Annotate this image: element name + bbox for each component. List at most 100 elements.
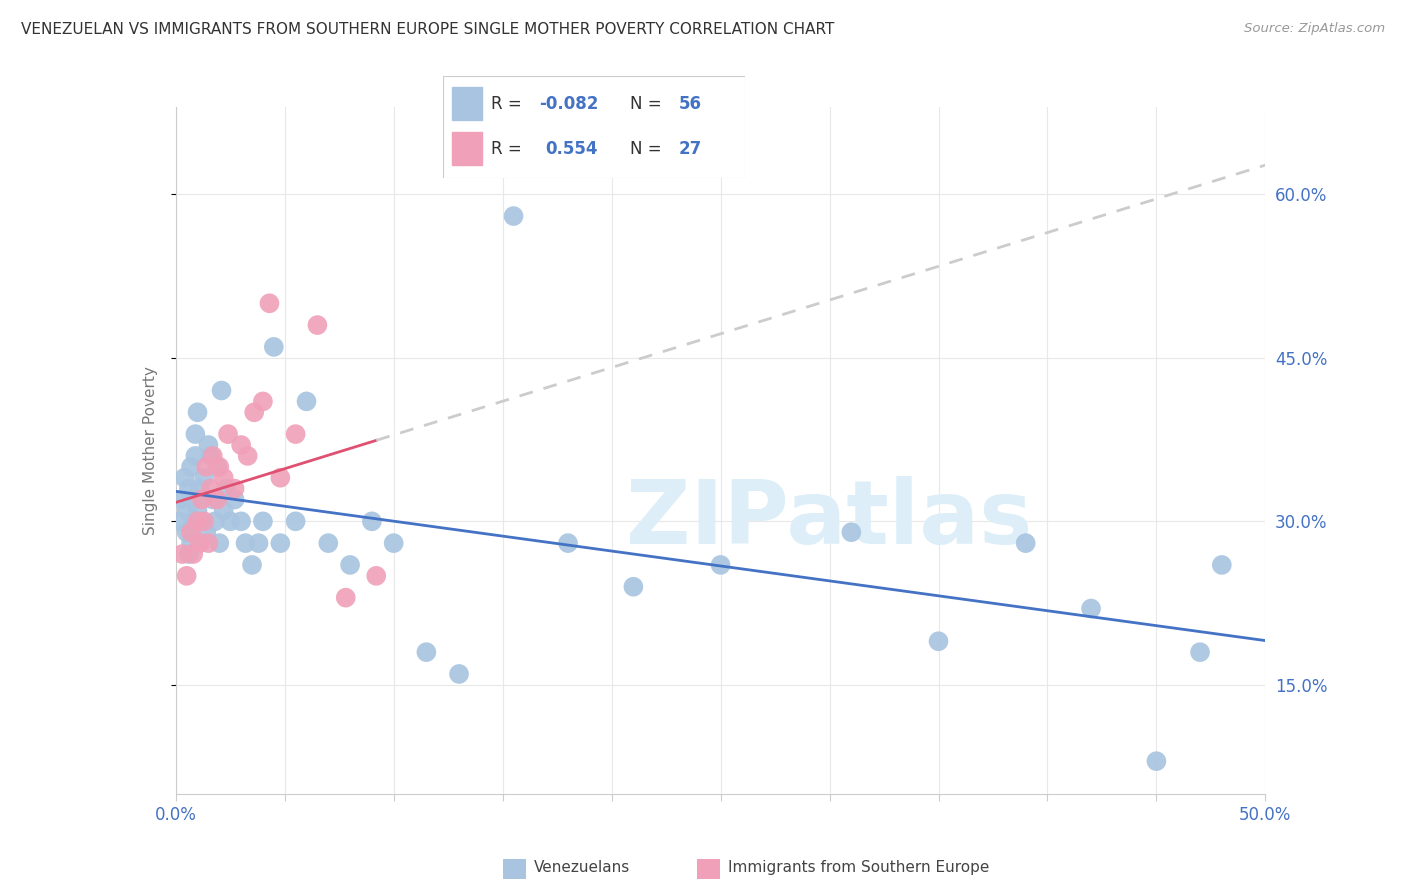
Point: [382, 536, 405, 550]
Text: N =: N =: [630, 95, 668, 112]
Y-axis label: Single Mother Poverty: Single Mother Poverty: [142, 366, 157, 535]
Point: [188, 482, 211, 496]
Point: [247, 536, 270, 550]
Point: [201, 449, 224, 463]
Point: [172, 492, 194, 507]
Point: [621, 580, 644, 594]
Point: [269, 471, 291, 485]
Text: 0.554: 0.554: [546, 140, 598, 158]
Point: [195, 525, 218, 540]
Point: [173, 471, 195, 485]
Point: [205, 492, 228, 507]
Text: R =: R =: [491, 95, 527, 112]
Point: [269, 536, 291, 550]
Point: [191, 492, 214, 507]
Point: [235, 536, 257, 550]
Point: [180, 525, 202, 540]
Point: [197, 536, 219, 550]
Point: [193, 471, 215, 485]
Point: [710, 558, 733, 572]
Point: [208, 536, 231, 550]
Point: [928, 634, 950, 648]
Point: [176, 569, 198, 583]
Point: [447, 667, 470, 681]
Point: [212, 471, 235, 485]
Point: [181, 547, 204, 561]
Bar: [451, 87, 482, 120]
Point: [211, 384, 233, 398]
Point: [193, 514, 215, 528]
Point: [366, 569, 388, 583]
Point: [360, 514, 382, 528]
Point: [1144, 754, 1167, 768]
Point: [243, 405, 266, 419]
Text: 27: 27: [679, 140, 702, 158]
Point: [339, 558, 361, 572]
Point: [240, 558, 263, 572]
Point: [186, 503, 209, 517]
Point: [205, 459, 228, 474]
Point: [177, 482, 200, 496]
FancyBboxPatch shape: [443, 76, 745, 178]
Point: [184, 427, 207, 442]
Point: [181, 514, 204, 528]
Point: [177, 547, 200, 561]
Point: [215, 482, 238, 496]
Point: [204, 514, 226, 528]
Text: Immigrants from Southern Europe: Immigrants from Southern Europe: [728, 860, 990, 874]
Point: [172, 547, 194, 561]
Point: [295, 394, 318, 409]
Point: [841, 525, 863, 540]
Point: [180, 459, 202, 474]
Point: [201, 492, 224, 507]
Point: [191, 514, 214, 528]
Point: [1211, 558, 1233, 572]
Point: [415, 645, 437, 659]
Point: [217, 427, 239, 442]
Point: [186, 514, 209, 528]
Point: [318, 536, 340, 550]
Point: [195, 459, 218, 474]
Point: [200, 482, 222, 496]
Point: [252, 394, 274, 409]
Point: [502, 209, 524, 223]
Point: [200, 449, 222, 463]
Point: [176, 503, 198, 517]
Text: 56: 56: [679, 95, 702, 112]
Point: [224, 482, 246, 496]
Point: [1189, 645, 1212, 659]
Point: [1015, 536, 1038, 550]
Point: [219, 514, 242, 528]
Point: [188, 536, 211, 550]
Point: [231, 514, 253, 528]
Point: [212, 503, 235, 517]
Point: [557, 536, 579, 550]
Point: [335, 591, 357, 605]
Text: N =: N =: [630, 140, 668, 158]
Point: [208, 459, 231, 474]
Point: [180, 536, 202, 550]
Point: [169, 514, 191, 528]
Text: Source: ZipAtlas.com: Source: ZipAtlas.com: [1244, 22, 1385, 36]
Bar: [451, 132, 482, 165]
Text: R =: R =: [491, 140, 533, 158]
Text: ZIPatlas: ZIPatlas: [627, 475, 1032, 563]
Point: [176, 525, 198, 540]
Point: [259, 296, 281, 310]
Text: VENEZUELAN VS IMMIGRANTS FROM SOUTHERN EUROPE SINGLE MOTHER POVERTY CORRELATION : VENEZUELAN VS IMMIGRANTS FROM SOUTHERN E…: [21, 22, 835, 37]
Point: [224, 492, 246, 507]
Point: [307, 318, 329, 332]
Point: [252, 514, 274, 528]
Point: [186, 405, 209, 419]
Point: [181, 492, 204, 507]
Point: [236, 449, 259, 463]
Point: [197, 438, 219, 452]
Point: [1080, 601, 1102, 615]
Text: -0.082: -0.082: [540, 95, 599, 112]
Point: [263, 340, 285, 354]
Text: Venezuelans: Venezuelans: [534, 860, 630, 874]
Point: [184, 449, 207, 463]
Point: [284, 514, 307, 528]
Point: [231, 438, 253, 452]
Point: [284, 427, 307, 442]
